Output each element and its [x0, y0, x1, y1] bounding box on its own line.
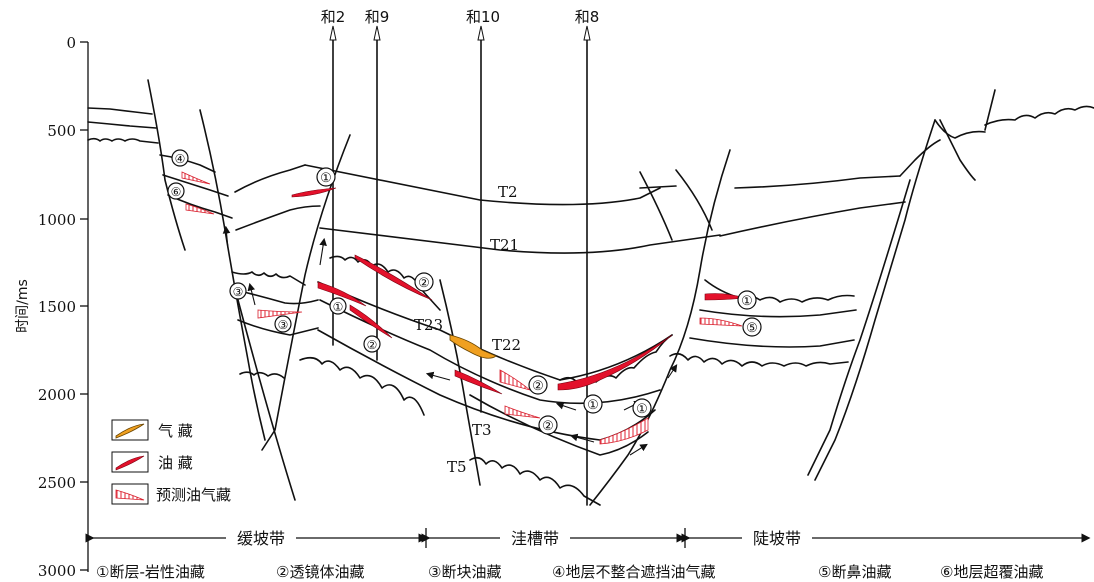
trap-marker: ② — [538, 415, 558, 435]
gas-reservoir — [449, 334, 497, 359]
predicted-reservoir — [599, 417, 649, 445]
trap-marker: ② — [528, 375, 548, 395]
trap-marker: ① — [583, 394, 603, 414]
horizon-label-t23: T23 — [414, 316, 443, 334]
svg-text:②: ② — [367, 338, 378, 352]
reservoirs — [181, 171, 746, 445]
svg-text:①: ① — [320, 171, 332, 186]
well-symbol — [373, 25, 381, 41]
zone-steep-slope: 陡坡带 — [753, 529, 801, 548]
oil-reservoir — [454, 369, 503, 395]
y-tick-500: 500 — [47, 122, 76, 140]
oil-reservoir — [291, 187, 337, 198]
trap-type-6: ⑥地层超覆油藏 — [940, 563, 1043, 581]
oil-reservoir — [557, 334, 673, 391]
surfaces — [87, 105, 1094, 506]
horizon-label-t22: T22 — [492, 336, 521, 354]
predicted-reservoir — [699, 317, 743, 327]
well-label-he9: 和9 — [365, 8, 390, 26]
zone-trough: 洼槽带 — [511, 529, 559, 548]
wells: 和2 和9 和10 和8 — [321, 8, 600, 506]
svg-text:②: ② — [542, 419, 554, 434]
trap-marker: ② — [363, 335, 381, 353]
trap-marker: ③ — [274, 315, 292, 333]
oil-reservoir — [349, 304, 393, 339]
trap-markers: ④ ⑥ ③ ③ ① ① ② ② ② ② ① ① ① ⑤ — [167, 149, 762, 435]
trap-marker: ① — [316, 167, 336, 187]
y-tick-2500: 2500 — [38, 474, 76, 492]
trap-type-5: ⑤断鼻油藏 — [818, 563, 891, 581]
zone-gentle-slope: 缓坡带 — [237, 529, 285, 548]
svg-text:②: ② — [418, 276, 430, 291]
zone-bar: 缓坡带 洼槽带 陡坡带 — [85, 527, 1091, 549]
trap-type-legend: ①断层-岩性油藏 ②透镜体油藏 ③断块油藏 ④地层不整合遮挡油气藏 ⑤断鼻油藏 … — [96, 563, 1043, 581]
predicted-reservoir — [504, 405, 541, 419]
y-tick-1500: 1500 — [38, 298, 76, 316]
svg-text:④: ④ — [175, 152, 186, 166]
y-tick-3000: 3000 — [38, 562, 76, 580]
svg-text:①: ① — [333, 300, 344, 314]
trap-marker: ① — [329, 297, 347, 315]
trap-marker: ⑤ — [742, 317, 762, 337]
trap-marker: ① — [632, 398, 652, 418]
oil-reservoir — [354, 254, 433, 301]
y-axis-label: 时间/ms — [15, 279, 31, 333]
trap-marker: ② — [414, 272, 434, 292]
trap-marker: ⑥ — [167, 182, 185, 200]
well-label-he10: 和10 — [466, 8, 500, 26]
trap-marker: ④ — [171, 149, 189, 167]
oil-reservoir — [317, 281, 367, 307]
trap-marker: ① — [737, 290, 757, 310]
time-axis: 0 500 1000 1500 2000 2500 3000 时间/ms — [15, 34, 89, 580]
well-symbol — [583, 25, 591, 41]
trap-type-2: ②透镜体油藏 — [276, 563, 364, 581]
well-symbol — [477, 25, 485, 41]
horizon-labels: T2 T21 T22 T23 T3 T5 — [414, 183, 521, 476]
legend: 气 藏 油 藏 预测油气藏 — [111, 419, 231, 505]
svg-text:①: ① — [636, 402, 648, 417]
y-tick-2000: 2000 — [38, 386, 76, 404]
trap-marker: ③ — [229, 282, 247, 300]
legend-gas: 气 藏 — [158, 422, 193, 440]
svg-text:②: ② — [532, 379, 544, 394]
y-tick-0: 0 — [66, 34, 76, 52]
horizon-label-t5: T5 — [447, 458, 467, 476]
predicted-reservoir — [181, 171, 211, 185]
horizon-label-t21: T21 — [490, 236, 519, 254]
horizon-label-t2: T2 — [498, 183, 518, 201]
svg-text:③: ③ — [278, 318, 289, 332]
faults — [147, 79, 996, 506]
predicted-reservoir — [257, 309, 303, 319]
svg-text:③: ③ — [233, 285, 244, 299]
legend-oil: 油 藏 — [158, 454, 193, 472]
trap-type-1: ①断层-岩性油藏 — [96, 563, 205, 581]
well-label-he8: 和8 — [575, 8, 600, 26]
trap-type-4: ④地层不整合遮挡油气藏 — [552, 563, 715, 581]
well-label-he2: 和2 — [321, 8, 346, 26]
legend-predicted: 预测油气藏 — [156, 486, 231, 504]
svg-text:⑤: ⑤ — [746, 321, 758, 336]
trap-type-3: ③断块油藏 — [428, 563, 501, 581]
horizon-label-t3: T3 — [472, 421, 492, 439]
well-symbol — [329, 25, 337, 41]
svg-text:①: ① — [587, 398, 599, 413]
migration-arrows — [222, 225, 678, 456]
svg-text:①: ① — [741, 294, 753, 309]
svg-text:⑥: ⑥ — [171, 185, 182, 199]
y-tick-1000: 1000 — [38, 211, 76, 229]
predicted-reservoir — [185, 203, 215, 215]
